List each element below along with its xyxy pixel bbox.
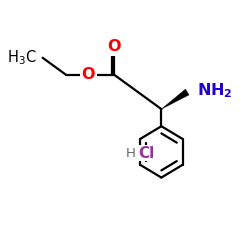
Text: H: H [126, 146, 136, 160]
Text: O: O [108, 39, 121, 54]
Text: $\mathregular{NH_2}$: $\mathregular{NH_2}$ [197, 82, 233, 100]
Text: O: O [82, 68, 95, 82]
Text: $\mathregular{H_3C}$: $\mathregular{H_3C}$ [7, 48, 37, 67]
Polygon shape [162, 89, 189, 109]
Text: Cl: Cl [138, 146, 154, 160]
